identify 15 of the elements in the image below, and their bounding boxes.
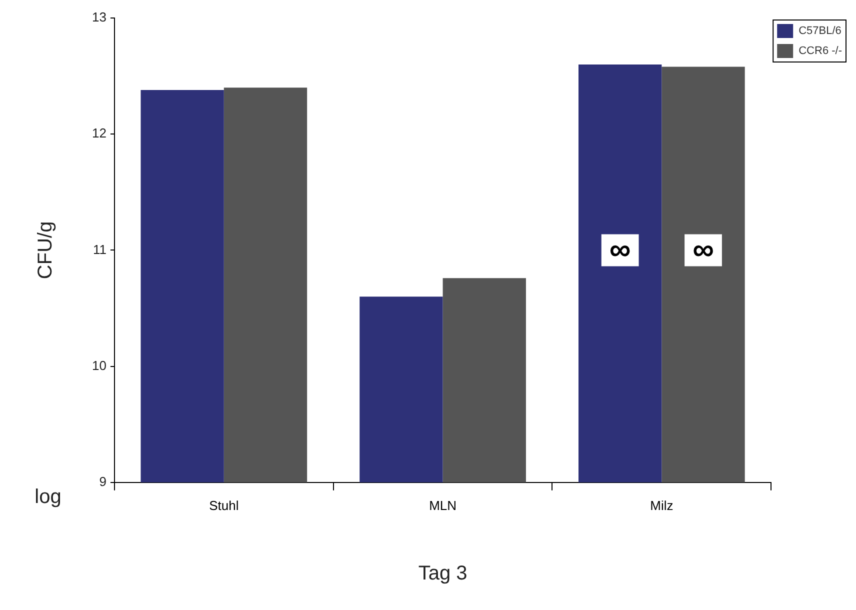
text: log — [34, 486, 62, 508]
y-tick-label: 9 — [99, 474, 106, 489]
legend-label: CCR6 -/- — [798, 45, 842, 58]
legend-label: C57BL/6 — [798, 25, 842, 38]
y-tick-label: 13 — [92, 10, 106, 25]
y-tick-label: 11 — [92, 242, 106, 257]
annotation: ∞ — [692, 233, 714, 266]
y-tick-label: 10 — [92, 358, 106, 373]
y-axis-title: CFU/g — [34, 221, 57, 280]
y-tick-label: 12 — [92, 126, 106, 141]
x-tick-label: Stuhl — [209, 498, 239, 513]
annotation: ∞ — [609, 233, 631, 266]
x-axis-title: Tag 3 — [418, 562, 468, 585]
x-tick-label: MLN — [429, 498, 457, 513]
x-tick-label: Milz — [650, 498, 674, 513]
